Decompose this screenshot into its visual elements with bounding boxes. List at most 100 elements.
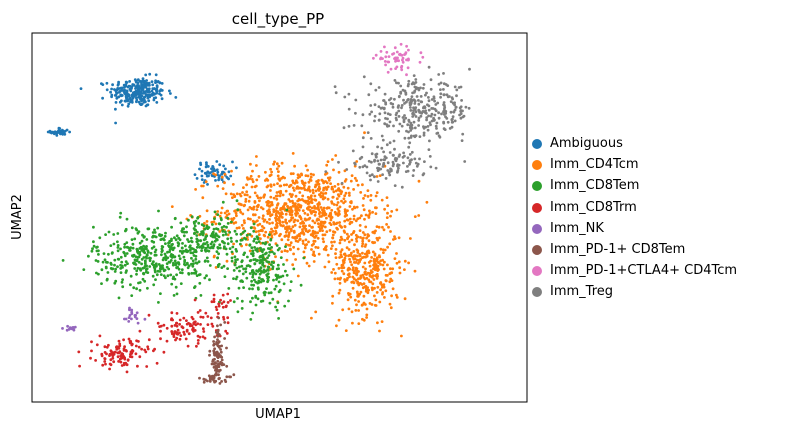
data-point — [220, 358, 224, 362]
data-point — [110, 267, 114, 271]
data-point — [249, 217, 252, 221]
data-point — [368, 212, 372, 215]
data-point — [376, 159, 380, 163]
data-point — [352, 188, 355, 191]
data-point — [215, 340, 219, 344]
data-point — [343, 214, 347, 218]
data-point — [165, 262, 169, 265]
data-point — [297, 208, 301, 212]
data-point — [374, 274, 378, 278]
data-point — [251, 311, 255, 315]
data-point — [361, 265, 365, 269]
data-point — [124, 349, 128, 352]
data-point — [233, 194, 237, 198]
data-point — [388, 280, 392, 284]
data-point — [188, 245, 192, 249]
data-point — [386, 263, 389, 267]
data-point — [201, 196, 205, 200]
data-point — [385, 196, 389, 200]
data-point — [216, 213, 220, 217]
data-point — [459, 116, 463, 120]
data-point — [294, 258, 297, 261]
data-point — [111, 354, 115, 358]
data-point — [187, 272, 191, 275]
data-point — [149, 251, 153, 255]
data-point — [413, 99, 417, 102]
data-point — [276, 182, 279, 186]
data-point — [343, 95, 347, 99]
data-point — [316, 246, 320, 250]
data-point — [162, 323, 166, 327]
data-point — [388, 141, 392, 145]
data-point — [174, 263, 178, 267]
data-point — [373, 159, 376, 163]
data-point — [412, 74, 416, 77]
data-point — [409, 102, 413, 106]
data-point — [290, 195, 293, 199]
data-point — [313, 235, 317, 239]
data-point — [417, 109, 421, 113]
data-point — [361, 145, 365, 149]
data-point — [190, 256, 193, 260]
data-point — [397, 129, 401, 133]
data-point — [327, 260, 331, 264]
data-point — [257, 216, 261, 219]
data-point — [165, 326, 169, 330]
data-point — [146, 250, 150, 254]
data-point — [378, 329, 381, 333]
data-point — [416, 162, 420, 166]
data-point — [403, 268, 406, 271]
data-point — [382, 163, 386, 166]
data-point — [114, 121, 117, 125]
data-point — [378, 112, 382, 116]
data-point — [226, 301, 230, 304]
data-point — [344, 191, 348, 195]
data-point — [243, 193, 247, 197]
data-point — [130, 226, 134, 230]
data-point — [336, 188, 340, 192]
data-point — [276, 263, 280, 267]
data-point — [124, 317, 128, 321]
data-point — [392, 139, 396, 143]
data-point — [356, 254, 359, 258]
data-point — [125, 363, 129, 367]
data-point — [137, 84, 140, 87]
data-point — [212, 293, 216, 297]
data-point — [278, 221, 282, 225]
data-point — [187, 264, 191, 268]
data-point — [322, 240, 325, 244]
data-point — [361, 256, 364, 259]
data-point — [444, 115, 447, 119]
data-point — [342, 266, 346, 269]
data-point — [128, 84, 132, 88]
data-point — [302, 186, 306, 190]
legend-label: Imm_PD-1+CTLA4+ CD4Tcm — [550, 263, 738, 279]
data-point — [214, 232, 218, 236]
data-point — [129, 341, 133, 345]
data-point — [140, 257, 144, 261]
data-point — [361, 317, 364, 321]
data-point — [329, 223, 333, 227]
data-point — [318, 229, 322, 233]
data-point — [406, 165, 409, 168]
data-point — [370, 160, 373, 164]
data-point — [374, 155, 378, 159]
data-point — [432, 95, 436, 99]
data-point — [300, 198, 304, 201]
data-point — [371, 210, 374, 214]
data-point — [406, 169, 410, 173]
data-point — [116, 88, 120, 91]
data-point — [371, 282, 375, 286]
data-point — [246, 208, 250, 212]
data-point — [147, 338, 151, 342]
data-point — [356, 281, 359, 285]
data-point — [195, 240, 199, 244]
data-point — [109, 358, 113, 362]
data-point — [117, 351, 121, 355]
data-point — [262, 258, 265, 262]
data-point — [276, 301, 280, 305]
data-point — [137, 345, 141, 349]
data-point — [100, 282, 103, 285]
data-point — [367, 288, 370, 292]
data-point — [339, 253, 343, 257]
